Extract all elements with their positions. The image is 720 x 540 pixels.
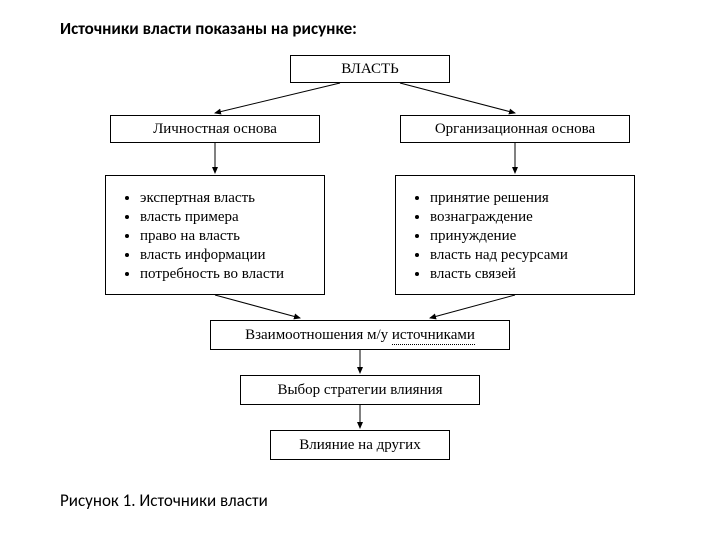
arrow xyxy=(215,295,300,318)
arrow xyxy=(400,83,515,113)
node-influence-label: Влияние на других xyxy=(299,437,420,454)
right-list-item: принятие решения xyxy=(430,190,624,207)
left-list-item: власть примера xyxy=(140,209,314,226)
left-list-item: власть информации xyxy=(140,247,314,264)
arrow xyxy=(430,295,515,318)
node-strategy-label: Выбор стратегии влияния xyxy=(277,382,442,399)
node-rightlist: принятие решения вознаграждение принуждени… xyxy=(395,175,635,295)
node-root: ВЛАСТЬ xyxy=(290,55,450,83)
page-title: Источники власти показаны на рисунке: xyxy=(60,18,357,39)
node-left: Личностная основа xyxy=(110,115,320,143)
right-list-item: власть над ресурсами xyxy=(430,247,624,264)
left-list-item: экспертная власть xyxy=(140,190,314,207)
node-strategy: Выбор стратегии влияния xyxy=(240,375,480,405)
right-list: принятие решения вознаграждение принуждени… xyxy=(406,190,624,283)
right-list-item: принуждение xyxy=(430,228,624,245)
page: Источники власти показаны на рисунке: ВЛ… xyxy=(0,0,720,540)
arrow xyxy=(215,83,340,113)
node-relations-label: Взаимоотношения м/у источниками xyxy=(245,327,475,344)
node-right-label: Организационная основа xyxy=(435,121,595,138)
node-relations: Взаимоотношения м/у источниками xyxy=(210,320,510,350)
node-left-label: Личностная основа xyxy=(153,121,277,138)
left-list-item: потребность во власти xyxy=(140,266,314,283)
left-list-item: право на власть xyxy=(140,228,314,245)
right-list-item: власть связей xyxy=(430,266,624,283)
left-list: экспертная власть власть примера право на … xyxy=(116,190,314,283)
figure-caption: Рисунок 1. Источники власти xyxy=(60,490,268,511)
node-leftlist: экспертная власть власть примера право на … xyxy=(105,175,325,295)
node-influence: Влияние на других xyxy=(270,430,450,460)
right-list-item: вознаграждение xyxy=(430,209,624,226)
node-right: Организационная основа xyxy=(400,115,630,143)
node-root-label: ВЛАСТЬ xyxy=(341,61,398,78)
